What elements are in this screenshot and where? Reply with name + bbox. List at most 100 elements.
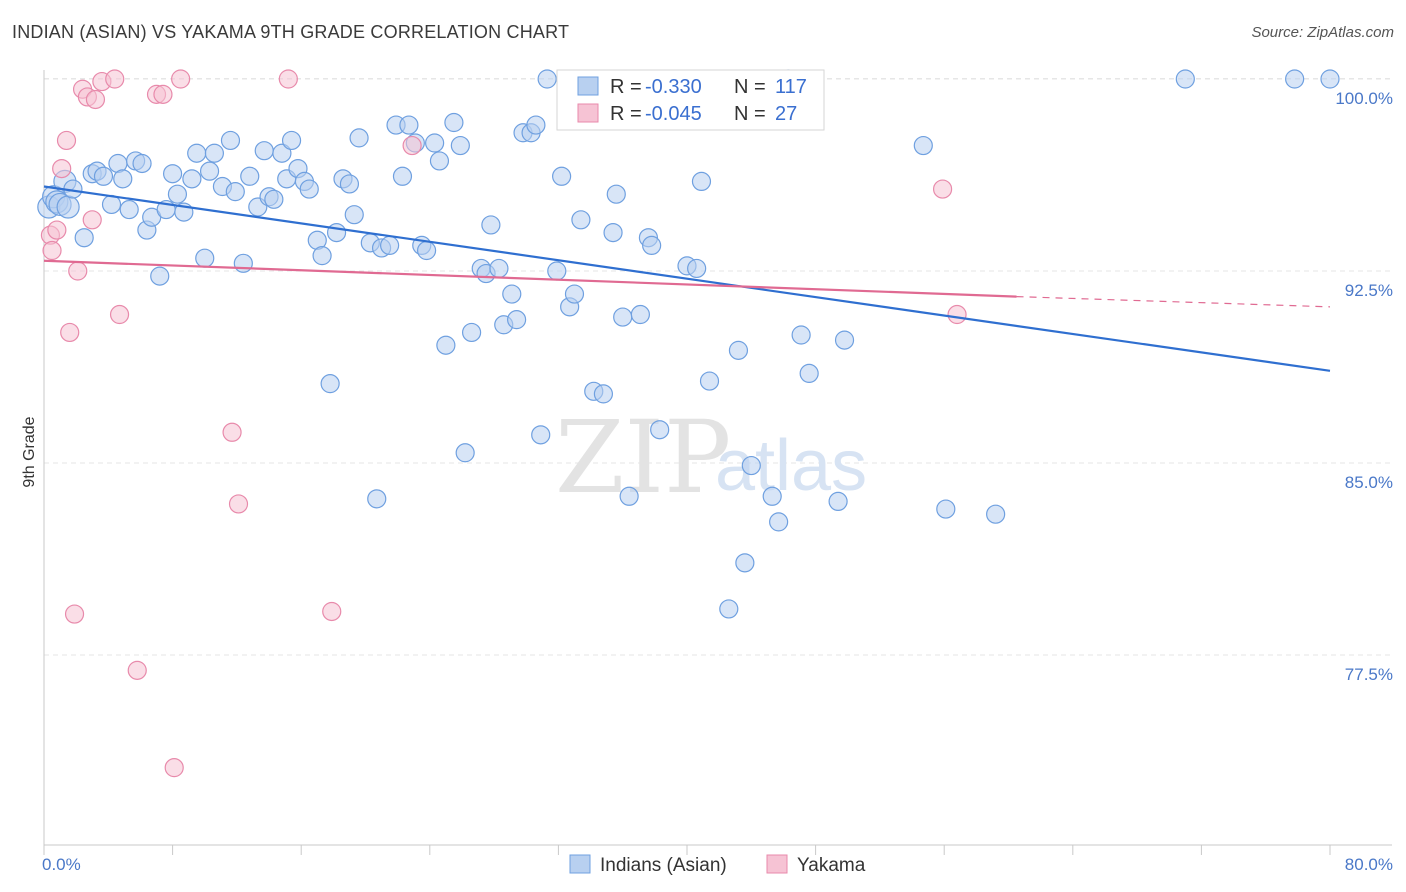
trend-lines [43, 185, 1331, 372]
pink-point-26 [947, 304, 967, 325]
legend-swatch-pink [577, 103, 599, 123]
trend-line-indians [43, 185, 1331, 372]
pink-point-4 [56, 130, 77, 151]
blue-point-99 [699, 371, 720, 391]
blue-point-30 [220, 130, 241, 151]
pink-point-15 [127, 660, 147, 680]
blue-point-84 [564, 284, 585, 304]
blue-point-40 [281, 130, 302, 151]
blue-point-71 [481, 215, 501, 235]
legend-r-label-2: R = [610, 103, 642, 125]
blue-point-79 [531, 425, 551, 445]
blue-point-87 [593, 384, 614, 404]
blue-point-53 [367, 489, 387, 509]
pink-point-1 [42, 240, 62, 261]
blue-point-107 [791, 325, 811, 345]
pink-point-14 [109, 304, 130, 325]
blue-point-94 [642, 235, 662, 255]
source-label: Source: ZipAtlas.com [1251, 24, 1394, 41]
blue-point-47 [326, 223, 347, 243]
legend-box [556, 69, 825, 131]
x-tick-label-1: 80.0% [1345, 855, 1393, 874]
pink-point-7 [68, 261, 88, 281]
blue-point-104 [762, 486, 782, 506]
blue-point-66 [450, 135, 470, 156]
blue-point-82 [552, 166, 572, 186]
blue-point-81 [547, 261, 567, 281]
series-yakama [40, 69, 967, 778]
stats-legend: R = -0.330 N = 117 R = -0.045 N = 27 [556, 69, 825, 131]
y-tick-label-1: 92.5% [1345, 281, 1393, 300]
blue-point-74 [502, 284, 522, 304]
pink-point-6 [64, 604, 85, 624]
blue-point-24 [182, 169, 202, 189]
blue-point-37 [264, 189, 284, 209]
blue-point-13 [113, 169, 133, 189]
blue-point-85 [571, 210, 591, 230]
blue-point-91 [619, 486, 639, 506]
legend-n-value-2: 27 [775, 103, 797, 125]
blue-point-88 [603, 223, 623, 243]
blue-point-33 [240, 166, 260, 186]
blue-point-28 [204, 143, 224, 163]
blue-point-78 [526, 115, 546, 135]
pink-point-11 [85, 89, 106, 110]
y-tick-label-2: 85.0% [1345, 473, 1393, 492]
blue-point-72 [489, 258, 509, 279]
pink-point-18 [164, 758, 184, 778]
blue-point-90 [613, 307, 633, 327]
blue-point-43 [299, 179, 319, 199]
pink-point-5 [60, 322, 80, 343]
blue-point-114 [1175, 69, 1195, 89]
pink-point-3 [52, 159, 72, 179]
gridlines [44, 78, 1392, 656]
blue-point-45 [312, 246, 332, 266]
bottom-legend-swatch-blue [569, 854, 591, 874]
blue-point-95 [650, 420, 670, 440]
y-axis-label: 9th Grade [21, 416, 38, 487]
blue-point-49 [339, 174, 360, 194]
y-tick-labels: 100.0% 92.5% 85.0% 77.5% [1335, 89, 1393, 684]
trend-line-yakama [43, 259, 1017, 298]
blue-point-61 [416, 240, 437, 261]
bottom-legend-indians: Indians (Asian) [600, 855, 727, 876]
legend-r-value-1: -0.330 [645, 76, 702, 98]
blue-point-89 [606, 184, 626, 204]
blue-point-115 [1285, 69, 1305, 89]
blue-point-102 [735, 553, 755, 573]
pink-point-20 [222, 422, 242, 442]
watermark-zip: ZIP [555, 399, 731, 516]
blue-point-109 [828, 491, 848, 511]
blue-point-14 [119, 199, 139, 220]
x-tick-label-0: 0.0% [42, 855, 81, 874]
blue-point-105 [769, 512, 789, 532]
blue-point-67 [455, 443, 475, 463]
blue-point-26 [195, 248, 215, 268]
blue-point-92 [630, 304, 650, 325]
y-tick-label-0: 100.0% [1335, 89, 1393, 108]
legend-r-value-2: -0.045 [645, 103, 702, 125]
blue-point-31 [225, 182, 245, 202]
bottom-legend-yakama: Yakama [797, 855, 866, 876]
blue-point-113 [986, 504, 1006, 524]
blue-point-80 [537, 69, 557, 89]
trend-line-yakama-extension [1016, 296, 1331, 308]
blue-point-38 [272, 143, 292, 163]
blue-point-103 [741, 455, 761, 476]
blue-point-55 [380, 235, 400, 255]
blue-point-22 [167, 184, 188, 204]
watermark-atlas: atlas [715, 426, 867, 506]
blue-point-16 [132, 153, 152, 174]
blue-point-46 [320, 374, 340, 394]
blue-point-19 [150, 266, 170, 286]
blue-point-5 [56, 195, 80, 219]
blue-point-57 [392, 166, 413, 186]
blue-point-108 [799, 363, 819, 383]
pink-point-24 [402, 135, 422, 156]
pink-point-25 [932, 179, 953, 199]
blue-point-50 [344, 205, 364, 225]
blue-point-112 [936, 499, 956, 519]
blue-point-58 [399, 115, 419, 135]
blue-point-65 [444, 112, 464, 133]
